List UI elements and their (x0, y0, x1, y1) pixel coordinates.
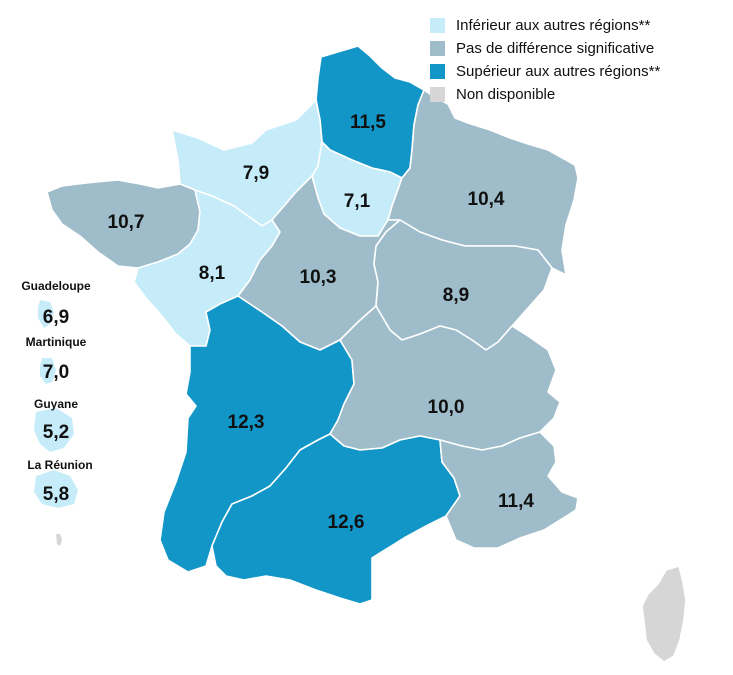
region-labels: 11,5 7,9 7,1 10,4 10,7 8,1 10,3 8,9 12,3… (108, 112, 535, 533)
legend-item-superior: Supérieur aux autres régions** (430, 60, 660, 83)
overseas-value-martinique: 7,0 (43, 362, 69, 383)
region-value-bretagne: 10,7 (108, 212, 145, 233)
overseas-name-guadeloupe: Guadeloupe (21, 279, 91, 293)
overseas-name-martinique: Martinique (26, 335, 87, 349)
legend: Inférieur aux autres régions** Pas de di… (430, 14, 660, 106)
overseas-shape-martinique (40, 358, 56, 384)
legend-swatch-unavailable (430, 87, 445, 102)
region-value-auvergne-rhone-alpes: 10,0 (428, 397, 465, 418)
region-paca (439, 431, 579, 549)
legend-label-unavailable: Non disponible (456, 86, 556, 103)
region-value-normandie: 7,9 (243, 163, 269, 184)
overseas-name-guyane: Guyane (34, 397, 78, 411)
legend-swatch-no-difference (430, 41, 445, 56)
overseas-shape-la-reunion (34, 470, 78, 508)
overseas-value-guadeloupe: 6,9 (43, 307, 69, 328)
legend-item-inferior: Inférieur aux autres régions** (430, 14, 660, 37)
region-value-bourgogne-franche-comte: 8,9 (443, 285, 469, 306)
region-auvergne-rhone-alpes (329, 305, 561, 451)
overseas-shape-guyane (34, 408, 74, 452)
legend-item-no-difference: Pas de différence significative (430, 37, 660, 60)
region-value-nouvelle-aquitaine: 12,3 (228, 412, 265, 433)
overseas-labels: Guadeloupe 6,9 Martinique 7,0 Guyane 5,2… (21, 279, 92, 505)
overseas-shape-mayotte (56, 534, 62, 546)
legend-swatch-inferior (430, 18, 445, 33)
overseas-value-la-reunion: 5,8 (43, 484, 69, 505)
region-value-paca: 11,4 (498, 491, 534, 512)
region-corse (641, 565, 687, 663)
overseas-value-guyane: 5,2 (43, 422, 69, 443)
region-value-occitanie: 12,6 (328, 512, 365, 533)
region-value-centre-val-de-loire: 10,3 (300, 267, 337, 288)
legend-item-unavailable: Non disponible (430, 83, 660, 106)
legend-swatch-superior (430, 64, 445, 79)
overseas-shape-guadeloupe (38, 300, 54, 328)
region-value-hauts-de-france: 11,5 (350, 112, 386, 133)
region-value-pays-de-la-loire: 8,1 (199, 263, 226, 284)
legend-label-no-difference: Pas de différence significative (456, 40, 655, 57)
region-value-grand-est: 10,4 (468, 189, 505, 210)
overseas-name-la-reunion: La Réunion (27, 458, 92, 472)
overseas-shapes (34, 300, 78, 546)
region-value-ile-de-france: 7,1 (344, 191, 371, 212)
legend-label-superior: Supérieur aux autres régions** (456, 63, 661, 80)
legend-label-inferior: Inférieur aux autres régions** (456, 17, 651, 34)
